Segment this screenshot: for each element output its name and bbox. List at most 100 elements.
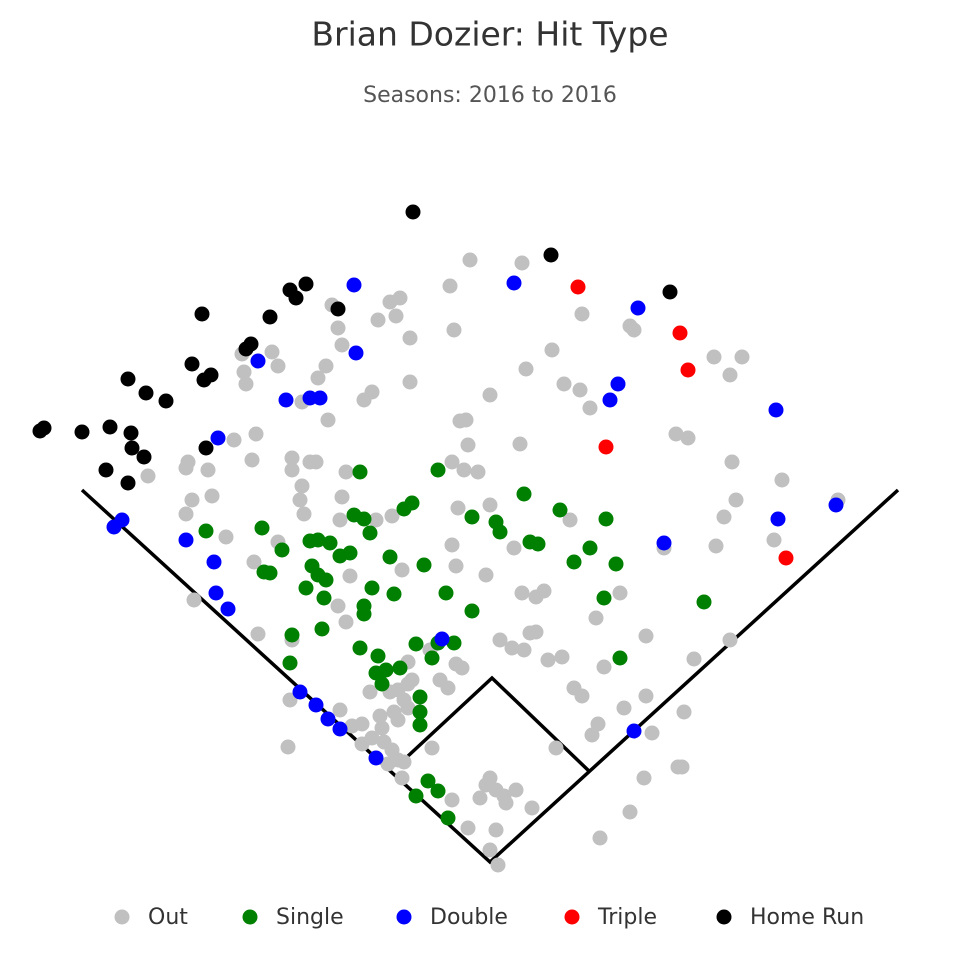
point xyxy=(622,804,638,820)
point xyxy=(352,640,368,656)
legend-swatch xyxy=(564,909,580,925)
infield xyxy=(406,675,592,774)
point xyxy=(516,642,532,658)
point xyxy=(284,462,300,478)
point xyxy=(592,830,608,846)
point xyxy=(412,689,428,705)
point xyxy=(320,711,336,727)
point xyxy=(330,301,346,317)
point xyxy=(766,532,782,548)
point xyxy=(472,790,488,806)
legend-label: Out xyxy=(148,905,188,930)
point xyxy=(556,376,572,392)
chart-title: Brian Dozier: Hit Type xyxy=(311,15,668,54)
point xyxy=(680,362,696,378)
point xyxy=(320,412,336,428)
point xyxy=(774,472,790,488)
point xyxy=(608,556,624,572)
point xyxy=(728,492,744,508)
point xyxy=(386,586,402,602)
point xyxy=(282,692,298,708)
point xyxy=(362,525,378,541)
point xyxy=(440,680,456,696)
point xyxy=(292,492,308,508)
point xyxy=(370,312,386,328)
point xyxy=(390,712,406,728)
point xyxy=(482,387,498,403)
point xyxy=(612,585,628,601)
point xyxy=(450,500,466,516)
point xyxy=(370,648,386,664)
point xyxy=(674,759,690,775)
point xyxy=(380,756,396,772)
point xyxy=(478,777,494,793)
point xyxy=(238,376,254,392)
point xyxy=(196,372,212,388)
point xyxy=(356,511,372,527)
point xyxy=(262,309,278,325)
point xyxy=(572,382,588,398)
point xyxy=(332,512,348,528)
point xyxy=(456,462,472,478)
point xyxy=(626,322,642,338)
point xyxy=(330,320,346,336)
point xyxy=(140,468,156,484)
point xyxy=(460,820,476,836)
point xyxy=(412,717,428,733)
point xyxy=(372,708,388,724)
point xyxy=(378,662,394,678)
point xyxy=(374,676,390,692)
point xyxy=(590,716,606,732)
point xyxy=(288,290,304,306)
point xyxy=(364,730,380,746)
point xyxy=(440,810,456,826)
point xyxy=(330,598,346,614)
point xyxy=(352,464,368,480)
point xyxy=(574,688,590,704)
point xyxy=(508,782,524,798)
point xyxy=(392,660,408,676)
point xyxy=(178,532,194,548)
point xyxy=(262,565,278,581)
point xyxy=(194,306,210,322)
point xyxy=(516,486,532,502)
point xyxy=(724,454,740,470)
point xyxy=(672,325,688,341)
point xyxy=(662,284,678,300)
point xyxy=(382,294,398,310)
point xyxy=(218,529,234,545)
point xyxy=(596,659,612,675)
point xyxy=(464,509,480,525)
point xyxy=(616,700,632,716)
point xyxy=(630,300,646,316)
point xyxy=(238,341,254,357)
point xyxy=(298,276,314,292)
point xyxy=(304,558,320,574)
point xyxy=(198,440,214,456)
point xyxy=(318,572,334,588)
point xyxy=(444,454,460,470)
point xyxy=(244,452,260,468)
point xyxy=(470,464,486,480)
point xyxy=(36,420,52,436)
point xyxy=(514,585,530,601)
point xyxy=(124,440,140,456)
point xyxy=(562,512,578,528)
legend-swatch xyxy=(242,909,258,925)
point xyxy=(396,501,412,517)
point xyxy=(442,278,458,294)
point xyxy=(220,601,236,617)
point xyxy=(506,540,522,556)
point xyxy=(102,419,118,435)
point xyxy=(338,614,354,630)
point xyxy=(420,773,436,789)
point xyxy=(638,628,654,644)
point xyxy=(552,502,568,518)
point xyxy=(454,660,470,676)
point xyxy=(734,349,750,365)
point xyxy=(405,204,421,220)
point xyxy=(308,454,324,470)
point xyxy=(136,449,152,465)
legend-swatch xyxy=(114,909,130,925)
point xyxy=(518,361,534,377)
